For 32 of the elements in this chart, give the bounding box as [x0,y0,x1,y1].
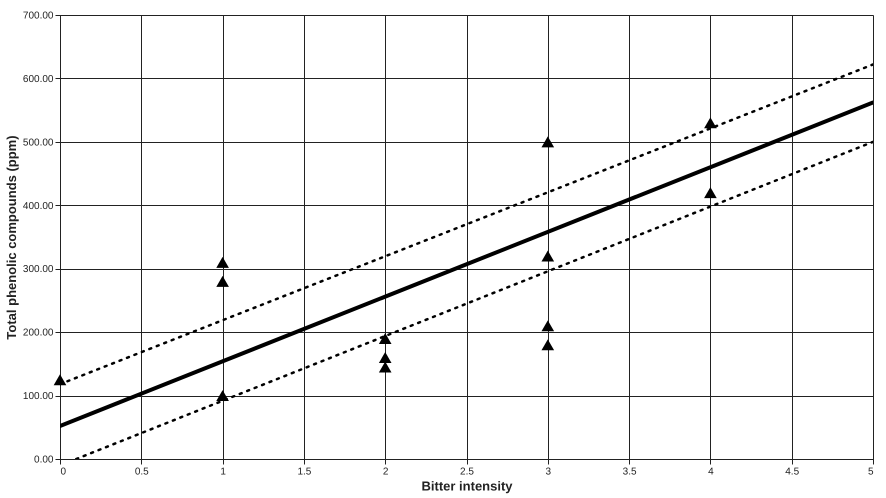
y-tick-label: 0.00 [34,454,54,466]
y-tick-label: 400.00 [22,200,54,212]
y-tick-label: 300.00 [22,264,54,276]
y-tick-label: 500.00 [22,137,54,148]
x-tick-label: 0 [60,466,66,478]
point [378,333,392,344]
y-axis-title: Total phenolic compounds (ppm) [4,135,19,340]
x-tick-label: 4 [708,466,714,478]
x-tick-label: 5 [868,466,874,478]
x-tick-label: 4.5 [785,466,800,478]
point [216,256,229,268]
x-tick-label: 3 [546,466,552,478]
y-tick-label: 700.00 [22,10,54,22]
x-tick-label: 0.5 [134,466,150,478]
x-tick-label: 2 [382,466,389,478]
x-tick-label: 2.5 [460,466,474,478]
point [541,339,554,350]
point [541,320,554,332]
y-tick-label: 100.00 [22,391,54,402]
point [378,352,392,363]
x-tick-label: 1 [220,466,226,478]
point [216,276,229,287]
point [378,362,392,373]
y-tick-label: 600.00 [22,74,54,85]
point [704,117,717,128]
point [541,136,554,148]
point [704,187,717,198]
point [541,250,554,262]
x-tick-label: 3.5 [622,466,637,478]
x-tick-label: 1.5 [297,466,312,478]
y-tick-label: 200.00 [22,328,54,339]
x-axis-title: Bitter intensity [421,478,514,494]
